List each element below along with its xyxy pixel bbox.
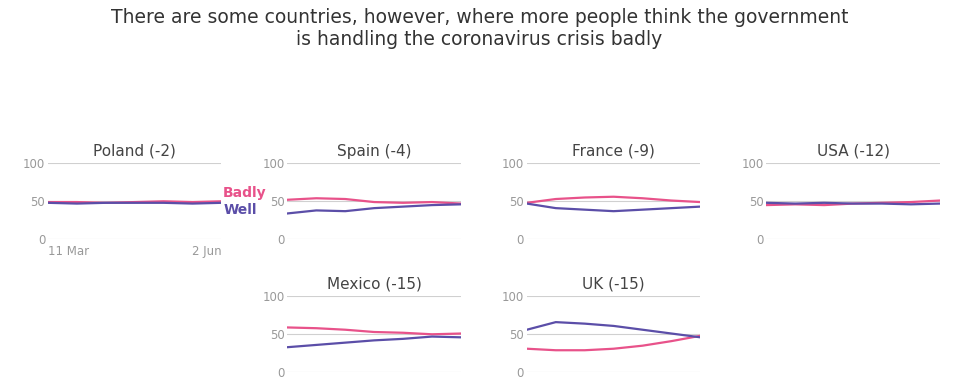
Title: Spain (-4): Spain (-4) [337, 144, 411, 159]
Title: France (-9): France (-9) [573, 144, 655, 159]
Title: Mexico (-15): Mexico (-15) [327, 277, 422, 291]
Text: Badly: Badly [223, 186, 267, 200]
Text: Well: Well [223, 203, 257, 217]
Title: Poland (-2): Poland (-2) [93, 144, 176, 159]
Text: 11 Mar: 11 Mar [48, 245, 89, 258]
Text: There are some countries, however, where more people think the government
is han: There are some countries, however, where… [110, 8, 849, 49]
Text: 2 Jun: 2 Jun [192, 245, 222, 258]
Title: USA (-12): USA (-12) [816, 144, 890, 159]
Title: UK (-15): UK (-15) [582, 277, 644, 291]
